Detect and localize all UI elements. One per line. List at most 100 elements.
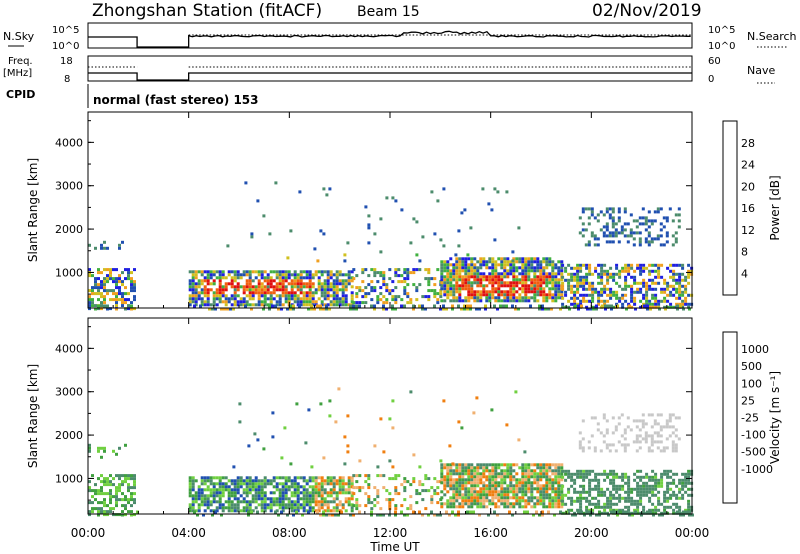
heatmap-cell — [687, 487, 691, 491]
heatmap-cell — [290, 279, 294, 283]
heatmap-cell — [628, 304, 631, 308]
heatmap-cell — [112, 292, 115, 296]
heatmap-cell — [458, 257, 462, 261]
heatmap-cell — [452, 496, 456, 500]
heatmap-cell — [602, 213, 606, 217]
heatmap-cell — [385, 286, 389, 290]
heatmap-cell — [664, 307, 667, 311]
heatmap-cell — [400, 510, 403, 514]
heatmap-cell — [275, 488, 279, 492]
heatmap-cell — [467, 466, 471, 470]
heatmap-cell — [458, 263, 462, 267]
heatmap-cell — [233, 279, 237, 283]
heatmap-cell — [461, 502, 465, 506]
heatmap-cell — [335, 285, 339, 289]
heatmap-cell — [200, 273, 204, 277]
heatmap-cell — [124, 298, 127, 302]
heatmap-cell — [206, 270, 210, 274]
heatmap-cell — [322, 513, 325, 517]
heatmap-cell — [632, 219, 636, 223]
heatmap-cell — [491, 266, 495, 270]
heatmap-cell — [536, 475, 540, 479]
heatmap-cell — [626, 234, 630, 238]
heatmap-cell — [295, 402, 299, 406]
heatmap-cell — [254, 476, 258, 480]
heatmap-cell — [579, 505, 583, 509]
heatmap-cell — [654, 302, 658, 306]
heatmap-cell — [646, 510, 649, 514]
heatmap-cell — [221, 285, 225, 289]
heatmap-cell — [630, 499, 634, 503]
heatmap-cell — [638, 419, 642, 423]
heatmap-cell — [320, 488, 324, 492]
heatmap-cell — [539, 475, 543, 479]
heatmap-cell — [347, 482, 351, 486]
heatmap-cell — [573, 266, 577, 270]
heatmap-cell — [512, 263, 516, 267]
heatmap-cell — [659, 428, 663, 432]
heatmap-cell — [347, 282, 351, 286]
heatmap-cell — [527, 287, 531, 291]
heatmap-cell — [606, 502, 610, 506]
heatmap-cell — [642, 281, 646, 285]
heatmap-cell — [551, 281, 555, 285]
heatmap-cell — [130, 307, 133, 311]
heatmap-cell — [463, 208, 467, 212]
heatmap-cell — [293, 488, 297, 492]
heatmap-cell — [112, 268, 115, 272]
heatmap-cell — [596, 422, 600, 426]
heatmap-cell — [527, 299, 531, 303]
heatmap-cell — [350, 285, 354, 289]
heatmap-cell — [352, 307, 355, 311]
heatmap-cell — [124, 507, 127, 511]
heatmap-cell — [320, 503, 324, 507]
heatmap-cell — [230, 482, 234, 486]
heatmap-cell — [663, 505, 667, 509]
heatmap-cell — [302, 491, 306, 495]
cpid-label: CPID — [6, 88, 35, 101]
heatmap-cell — [338, 300, 342, 304]
heatmap-cell — [455, 290, 459, 294]
heatmap-cell — [290, 509, 294, 513]
heatmap-cell — [130, 301, 133, 305]
heatmap-cell — [464, 299, 468, 303]
heatmap-cell — [373, 498, 377, 502]
heatmap-cell — [603, 263, 607, 267]
heatmap-cell — [275, 476, 279, 480]
heatmap-cell — [621, 487, 625, 491]
heatmap-cell — [644, 216, 648, 220]
heatmap-cell — [677, 225, 681, 229]
heatmap-cell — [464, 496, 468, 500]
heatmap-cell — [538, 513, 541, 517]
heatmap-cell — [94, 489, 97, 493]
heatmap-cell — [209, 491, 213, 495]
heatmap-cell — [591, 508, 595, 512]
heatmap-cell — [497, 272, 501, 276]
heatmap-cell — [251, 288, 255, 292]
heatmap-cell — [248, 500, 252, 504]
heatmap-cell — [272, 485, 276, 489]
heatmap-cell — [326, 509, 330, 513]
heatmap-cell — [539, 272, 543, 276]
heatmap-cell — [461, 466, 465, 470]
heatmap-cell — [476, 496, 480, 500]
heatmap-cell — [554, 490, 558, 494]
heatmap-cell — [305, 273, 309, 277]
heatmap-cell — [257, 273, 261, 277]
heatmap-cell — [599, 431, 603, 435]
heatmap-cell — [621, 478, 625, 482]
heatmap-cell — [254, 270, 258, 274]
heatmap-cell — [346, 450, 350, 454]
heatmap-cell — [591, 469, 595, 473]
heatmap-cell — [271, 411, 275, 415]
heatmap-cell — [230, 488, 234, 492]
heatmap-cell — [521, 260, 525, 264]
heatmap-cell — [600, 505, 604, 509]
heatmap-cell — [671, 449, 675, 453]
heatmap-cell — [118, 483, 121, 487]
heatmap-cell — [602, 413, 606, 417]
heatmap-cell — [476, 290, 480, 294]
heatmap-cell — [635, 440, 639, 444]
heatmap-cell — [524, 475, 528, 479]
